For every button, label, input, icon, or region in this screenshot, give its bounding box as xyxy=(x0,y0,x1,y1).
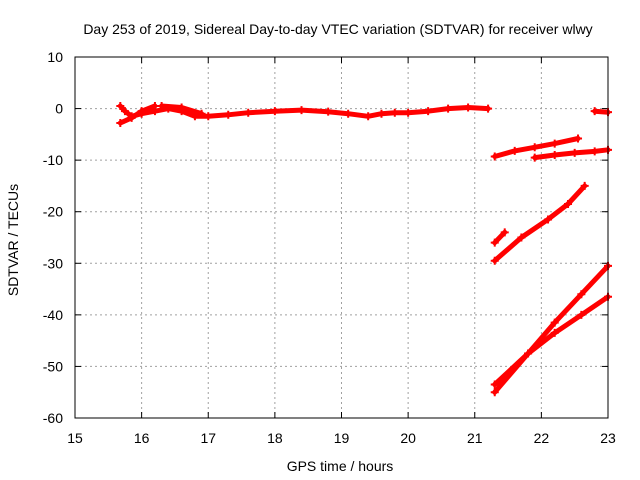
data-point xyxy=(500,228,509,237)
y-tick-label: -50 xyxy=(43,358,63,374)
x-tick-label: 23 xyxy=(600,430,616,446)
x-tick-label: 22 xyxy=(534,430,550,446)
data-point xyxy=(377,109,386,118)
data-point xyxy=(197,109,206,118)
series-line xyxy=(492,229,508,246)
y-tick-label: -60 xyxy=(43,410,63,426)
data-point xyxy=(544,215,553,224)
data-point xyxy=(590,147,599,156)
y-tick-label: 10 xyxy=(47,49,63,65)
data-point xyxy=(324,107,333,116)
x-tick-label: 19 xyxy=(334,430,350,446)
data-point xyxy=(424,107,433,116)
y-tick-label: -20 xyxy=(43,204,63,220)
data-point xyxy=(204,112,213,121)
data-point xyxy=(364,112,373,121)
data-point xyxy=(550,318,559,327)
data-point xyxy=(570,148,579,157)
data-point xyxy=(270,107,279,116)
y-tick-label: 0 xyxy=(55,101,63,117)
data-point xyxy=(244,108,253,117)
series-6 xyxy=(490,228,509,247)
series-3 xyxy=(490,134,583,161)
data-point xyxy=(490,380,499,389)
data-series xyxy=(116,101,612,397)
series-line xyxy=(492,263,611,395)
x-tick-label: 21 xyxy=(467,430,483,446)
data-point xyxy=(550,150,559,159)
data-point xyxy=(577,290,586,299)
data-point xyxy=(116,119,125,128)
data-point xyxy=(574,134,583,143)
data-point xyxy=(224,110,233,119)
data-point xyxy=(580,181,589,190)
data-point xyxy=(550,328,559,337)
data-point xyxy=(590,107,599,116)
x-tick-label: 18 xyxy=(267,430,283,446)
data-point xyxy=(490,152,499,161)
data-point xyxy=(490,238,499,247)
x-tick-label: 17 xyxy=(200,430,216,446)
data-point xyxy=(530,143,539,152)
x-tick-label: 16 xyxy=(134,430,150,446)
data-point xyxy=(127,113,136,122)
data-point xyxy=(490,388,499,397)
data-point xyxy=(577,310,586,319)
series-8 xyxy=(490,261,612,397)
data-point xyxy=(344,109,353,118)
data-point xyxy=(564,199,573,208)
data-point xyxy=(530,153,539,162)
ticks: 15 16 17 18 19 20 21 22 23 10 0 -10 -20 -30 -40 -50 -60 xyxy=(43,49,616,446)
data-point xyxy=(120,107,129,116)
x-axis-label: GPS time / hours xyxy=(287,458,394,474)
data-point xyxy=(116,101,125,110)
x-tick-label: 20 xyxy=(400,430,416,446)
y-axis-label: SDTVAR / TECUs xyxy=(5,184,21,296)
data-point xyxy=(404,108,413,117)
data-point xyxy=(157,101,166,110)
data-point xyxy=(490,256,499,265)
data-point xyxy=(517,233,526,242)
data-point xyxy=(464,103,473,112)
series-line xyxy=(492,294,611,387)
series-7 xyxy=(490,181,589,265)
series-2 xyxy=(157,101,206,118)
x-tick-label: 15 xyxy=(67,430,83,446)
y-tick-label: -40 xyxy=(43,307,63,323)
chart-title: Day 253 of 2019, Sidereal Day-to-day VTE… xyxy=(83,21,592,37)
data-point xyxy=(484,104,493,113)
data-point xyxy=(550,139,559,148)
series-9 xyxy=(490,292,612,389)
y-tick-label: -10 xyxy=(43,152,63,168)
data-point xyxy=(444,104,453,113)
data-point xyxy=(297,106,306,115)
data-point xyxy=(390,108,399,117)
data-point xyxy=(137,107,146,116)
data-point xyxy=(510,146,519,155)
plot-frame xyxy=(74,56,609,419)
data-point xyxy=(524,349,533,358)
series-line xyxy=(492,183,588,264)
series-line xyxy=(117,103,158,126)
data-point xyxy=(177,103,186,112)
y-tick-label: -30 xyxy=(43,255,63,271)
series-1 xyxy=(116,101,159,128)
